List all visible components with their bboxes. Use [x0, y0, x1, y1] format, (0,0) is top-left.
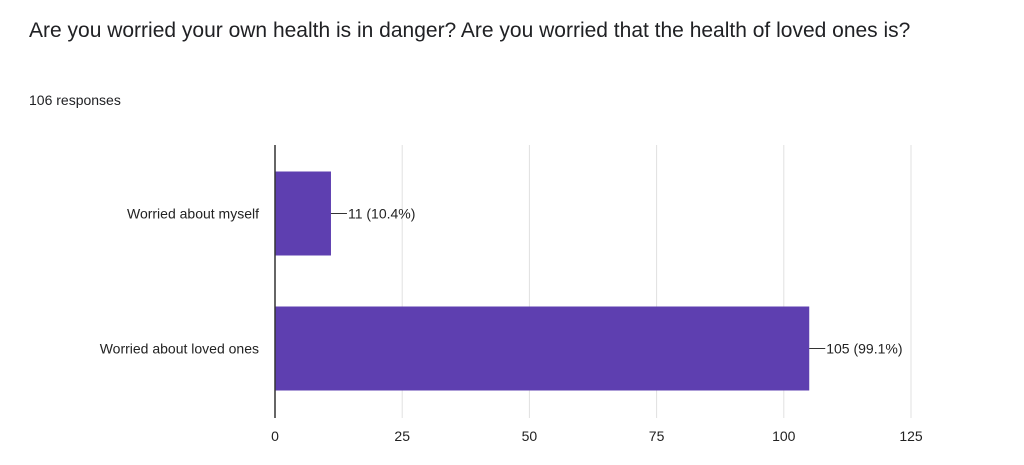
category-label: Worried about loved ones: [100, 341, 259, 357]
x-tick-label: 100: [772, 428, 796, 444]
x-tick-label: 0: [271, 428, 279, 444]
data-label: 11 (10.4%): [348, 206, 415, 222]
response-count: 106 responses: [29, 92, 121, 108]
x-tick-label: 50: [522, 428, 538, 444]
bars: [275, 171, 810, 391]
x-tick-label: 25: [394, 428, 410, 444]
category-labels: Worried about myself Worried about loved …: [100, 206, 259, 357]
x-tick-label: 75: [649, 428, 665, 444]
question-title: Are you worried your own health is in da…: [29, 19, 911, 42]
data-label: 105 (99.1%): [826, 341, 902, 357]
x-tick-label: 125: [899, 428, 923, 444]
category-label: Worried about myself: [127, 206, 259, 222]
data-labels: 11 (10.4%) 105 (99.1%): [330, 206, 903, 357]
x-tick-labels: 0 25 50 75 100 125: [271, 428, 923, 444]
bar: [275, 171, 331, 256]
bar: [275, 306, 810, 391]
